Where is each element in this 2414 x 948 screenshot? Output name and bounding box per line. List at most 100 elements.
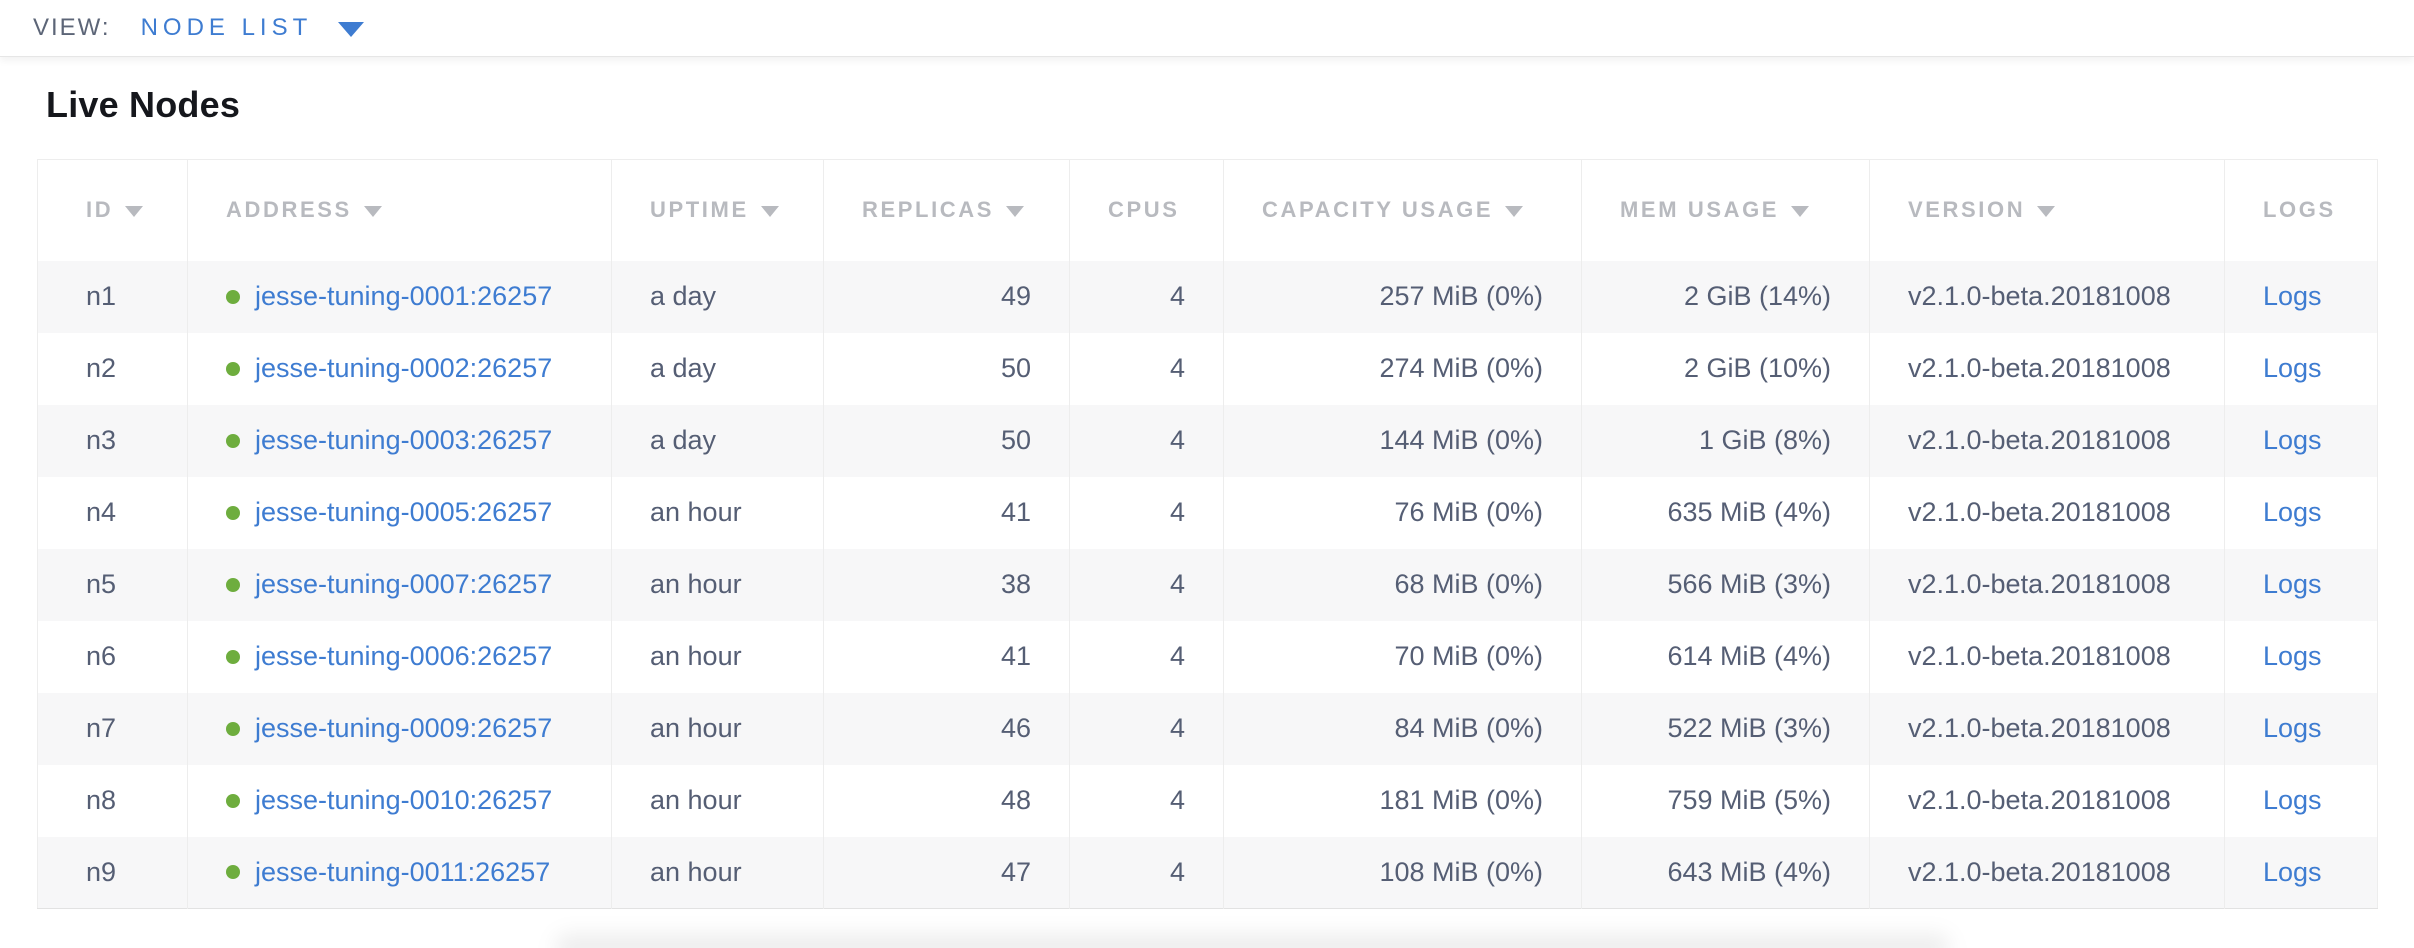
node-address-link[interactable]: jesse-tuning-0001:26257 [255,281,553,311]
cell-text: 50 [1000,425,1031,455]
cell-address: jesse-tuning-0001:26257 [187,260,612,333]
cell-mem: 2 GiB (14%) [1581,260,1870,333]
cell-address: jesse-tuning-0003:26257 [187,404,612,477]
node-address-link[interactable]: jesse-tuning-0006:26257 [255,641,553,671]
cell-text: 4 [1169,569,1185,599]
cell-text: an hour [650,569,742,599]
node-healthy-status-icon [226,289,240,304]
node-healthy-status-icon [226,721,240,736]
cell-cpus: 4 [1069,764,1224,837]
cell-text: v2.1.0-beta.20181008 [1908,641,2171,671]
column-header-mem[interactable]: MEM USAGE [1581,159,1870,261]
cell-text: n8 [86,785,117,815]
cell-uptime: an hour [611,764,824,837]
node-address-link[interactable]: jesse-tuning-0005:26257 [255,497,553,527]
view-selected-value: NODE LIST [140,14,313,41]
logs-link[interactable]: Logs [2263,425,2322,455]
cell-text: n5 [86,569,117,599]
column-header-id[interactable]: ID [38,160,188,261]
cell-text: 84 MiB (0%) [1394,713,1543,743]
node-address-link[interactable]: jesse-tuning-0009:26257 [255,713,553,743]
cell-capacity: 274 MiB (0%) [1223,332,1582,405]
node-healthy-status-icon [226,865,240,880]
column-header-version[interactable]: VERSION [1869,159,2225,261]
column-header-label: LOGS [2263,197,2336,223]
cell-text: n7 [86,713,117,743]
column-header-label: CPUS [1108,197,1180,223]
cell-text: 522 MiB (3%) [1667,713,1831,743]
cell-text: v2.1.0-beta.20181008 [1908,569,2171,599]
cell-text: 4 [1169,641,1185,671]
column-header-address[interactable]: ADDRESS [187,159,612,261]
cell-text: a day [650,353,717,383]
cell-version: v2.1.0-beta.20181008 [1869,332,2225,405]
node-address-link[interactable]: jesse-tuning-0002:26257 [255,353,553,383]
table-header: ID ADDRESS UPTIME REPLICAS CPUS CAPACITY USAG… [38,159,2378,261]
cell-id: n5 [38,549,188,621]
cell-text: an hour [650,641,742,671]
cell-text: 566 MiB (3%) [1667,569,1831,599]
cell-capacity: 76 MiB (0%) [1223,476,1582,549]
node-address: jesse-tuning-0007:26257 [226,569,573,600]
column-header-uptime[interactable]: UPTIME [611,159,824,261]
cell-mem: 614 MiB (4%) [1581,620,1870,693]
logs-link[interactable]: Logs [2263,785,2322,815]
cell-text: an hour [650,497,742,527]
cell-capacity: 257 MiB (0%) [1223,260,1582,333]
cell-mem: 566 MiB (3%) [1581,548,1870,621]
below-fold-shadow [555,934,1950,948]
logs-link[interactable]: Logs [2263,497,2322,527]
logs-link[interactable]: Logs [2263,281,2322,311]
cell-text: 144 MiB (0%) [1379,425,1543,455]
sort-arrow-icon [1505,206,1524,218]
table-row: n7 jesse-tuning-0009:26257 an hour 46 4 84 Mi… [37,692,2378,765]
logs-link[interactable]: Logs [2263,856,2322,887]
cell-text: 4 [1169,281,1185,311]
logs-link[interactable]: Logs [2263,713,2322,743]
cell-capacity: 68 MiB (0%) [1223,548,1582,621]
cell-text: n6 [86,641,117,671]
cell-replicas: 41 [823,620,1070,693]
node-address-link[interactable]: jesse-tuning-0007:26257 [255,569,553,599]
cell-text: v2.1.0-beta.20181008 [1908,281,2171,311]
view-selector-dropdown[interactable]: NODE LIST [141,14,365,42]
logs-link[interactable]: Logs [2263,569,2322,599]
cell-uptime: an hour [611,620,824,693]
cell-id: n6 [38,621,188,693]
cell-text: 2 GiB (10%) [1683,353,1831,383]
cell-id: n7 [38,693,188,765]
logs-link[interactable]: Logs [2263,353,2322,383]
cell-text: 4 [1169,425,1185,455]
sort-arrow-icon [760,206,779,218]
column-header-replicas[interactable]: REPLICAS [823,159,1070,261]
cell-text: 181 MiB (0%) [1379,785,1543,815]
cell-replicas: 41 [823,476,1070,549]
cell-text: n9 [86,856,117,887]
cell-text: 50 [1000,353,1031,383]
column-header-label: MEM USAGE [1620,197,1780,223]
cell-version: v2.1.0-beta.20181008 [1869,260,2225,333]
column-header-label: REPLICAS [862,197,995,223]
node-address: jesse-tuning-0006:26257 [226,641,573,672]
cell-mem: 2 GiB (10%) [1581,332,1870,405]
cell-text: n4 [86,497,117,527]
cell-id: n9 [38,837,188,909]
cell-text: 635 MiB (4%) [1667,497,1831,527]
column-header-label: ADDRESS [226,197,352,223]
cell-uptime: an hour [611,692,824,765]
node-address-link[interactable]: jesse-tuning-0010:26257 [255,785,553,815]
node-address: jesse-tuning-0002:26257 [226,353,573,384]
column-header-capacity[interactable]: CAPACITY USAGE [1223,159,1582,261]
cell-text: v2.1.0-beta.20181008 [1908,713,2171,743]
node-address-link[interactable]: jesse-tuning-0011:26257 [255,856,551,887]
cell-cpus: 4 [1069,332,1224,405]
cell-text: 4 [1169,785,1185,815]
cell-address: jesse-tuning-0009:26257 [187,692,612,765]
logs-link[interactable]: Logs [2263,641,2322,671]
table-row: n5 jesse-tuning-0007:26257 an hour 38 4 68 Mi… [37,548,2378,621]
node-healthy-status-icon [226,649,240,664]
node-address-link[interactable]: jesse-tuning-0003:26257 [255,425,553,455]
cell-text: 643 MiB (4%) [1667,856,1831,887]
node-address: jesse-tuning-0001:26257 [226,281,573,312]
cell-text: 70 MiB (0%) [1394,641,1543,671]
